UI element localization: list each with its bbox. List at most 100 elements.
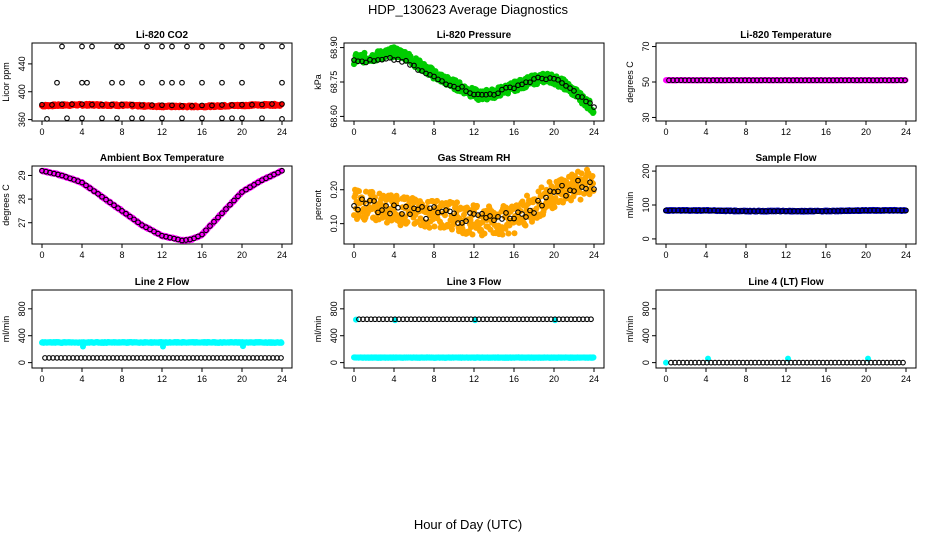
data-point bbox=[80, 343, 86, 350]
y-axis-label: ml/min bbox=[1, 316, 11, 343]
x-tick-label: 12 bbox=[469, 374, 479, 384]
data-point bbox=[360, 205, 367, 212]
data-point bbox=[351, 202, 357, 209]
data-point bbox=[79, 179, 85, 186]
data-point bbox=[706, 77, 712, 84]
data-point bbox=[259, 43, 265, 50]
data-point bbox=[219, 210, 225, 217]
data-point bbox=[179, 103, 185, 109]
x-tick-label: 0 bbox=[39, 374, 44, 384]
data-point bbox=[79, 115, 85, 122]
data-point bbox=[575, 177, 581, 184]
data-point bbox=[590, 354, 597, 361]
data-point bbox=[826, 77, 832, 84]
x-tick-label: 20 bbox=[861, 127, 871, 137]
data-point bbox=[750, 77, 756, 84]
data-point bbox=[663, 359, 669, 366]
data-point bbox=[814, 77, 820, 84]
data-point bbox=[674, 77, 680, 84]
data-point bbox=[762, 77, 768, 84]
data-point bbox=[579, 94, 585, 100]
plot-frame bbox=[655, 289, 917, 369]
data-point bbox=[474, 202, 480, 209]
data-point bbox=[247, 184, 253, 191]
data-point bbox=[774, 77, 780, 84]
y-tick-label: 30 bbox=[641, 112, 651, 122]
page-title: HDP_130623 Average Diagnostics bbox=[368, 2, 568, 17]
data-point bbox=[369, 189, 376, 196]
data-point bbox=[169, 43, 175, 50]
data-point bbox=[219, 115, 225, 122]
data-point bbox=[355, 212, 362, 219]
data-point bbox=[870, 77, 876, 84]
data-point bbox=[563, 192, 569, 199]
series-co2-high bbox=[59, 43, 285, 50]
data-point bbox=[718, 77, 724, 84]
data-point bbox=[495, 90, 501, 97]
data-point bbox=[169, 102, 175, 109]
data-point bbox=[898, 77, 904, 84]
data-point bbox=[114, 43, 120, 50]
y-axis-label: ml/min bbox=[625, 316, 635, 343]
data-point bbox=[135, 219, 141, 226]
data-point bbox=[79, 101, 85, 108]
x-tick-label: 16 bbox=[509, 250, 519, 260]
data-point bbox=[189, 103, 195, 109]
data-point bbox=[810, 77, 816, 84]
data-point bbox=[766, 77, 772, 84]
data-point bbox=[199, 43, 205, 50]
data-point bbox=[571, 188, 577, 194]
x-tick-label: 0 bbox=[39, 250, 44, 260]
data-point bbox=[902, 77, 908, 84]
data-point bbox=[371, 198, 377, 204]
data-point bbox=[131, 216, 137, 223]
data-point bbox=[786, 77, 792, 84]
y-tick-label: 50 bbox=[641, 77, 651, 87]
data-point bbox=[179, 237, 185, 244]
data-point bbox=[434, 197, 440, 204]
data-point bbox=[451, 220, 457, 227]
data-point bbox=[129, 101, 135, 108]
data-point bbox=[223, 206, 229, 212]
data-point bbox=[551, 204, 558, 211]
y-axis-label: degrees C bbox=[625, 61, 635, 103]
data-point bbox=[678, 77, 684, 84]
data-point bbox=[115, 205, 121, 211]
data-point bbox=[894, 77, 900, 84]
x-tick-label: 12 bbox=[157, 250, 167, 260]
data-point bbox=[111, 202, 117, 209]
data-point bbox=[355, 206, 361, 213]
x-tick-label: 24 bbox=[277, 127, 287, 137]
data-point bbox=[95, 191, 101, 197]
y-tick-label: 0 bbox=[329, 360, 339, 365]
data-point bbox=[139, 102, 145, 108]
data-point bbox=[527, 207, 533, 214]
data-point bbox=[211, 218, 217, 225]
data-point bbox=[590, 109, 597, 116]
data-point bbox=[239, 43, 245, 50]
x-tick-label: 20 bbox=[237, 250, 247, 260]
data-point bbox=[363, 59, 369, 66]
data-point bbox=[511, 215, 517, 222]
data-point bbox=[535, 197, 541, 204]
data-point bbox=[456, 215, 463, 222]
data-point bbox=[119, 208, 125, 214]
series-co2-low bbox=[44, 115, 285, 122]
chart-title: Gas Stream RH bbox=[438, 153, 511, 164]
data-point bbox=[199, 115, 205, 122]
x-tick-label: 16 bbox=[197, 250, 207, 260]
y-tick-label: 28 bbox=[17, 194, 27, 204]
data-point bbox=[59, 101, 65, 108]
data-point bbox=[179, 79, 185, 86]
data-point bbox=[99, 115, 105, 122]
data-point bbox=[878, 77, 884, 84]
data-point bbox=[838, 77, 844, 84]
data-point bbox=[127, 213, 133, 220]
data-point bbox=[114, 115, 120, 122]
data-point bbox=[714, 77, 720, 84]
y-tick-label: 440 bbox=[17, 56, 27, 71]
x-tick-label: 12 bbox=[469, 127, 479, 137]
data-point bbox=[523, 214, 529, 220]
x-tick-label: 16 bbox=[509, 127, 519, 137]
